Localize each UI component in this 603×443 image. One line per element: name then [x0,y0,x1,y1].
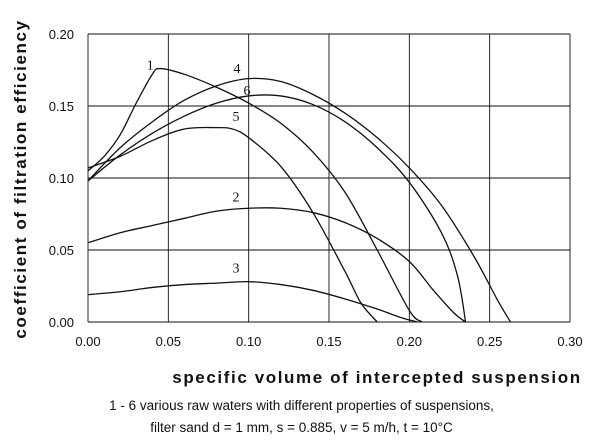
caption-line-2: filter sand d = 1 mm, s = 0.885, v = 5 m… [150,420,453,435]
y-tick-label: 0.05 [49,243,74,258]
data-series [87,67,512,323]
series-labels: 1 2 3 4 56 [147,58,251,276]
series-5-label: 5 [233,110,240,125]
series-1-line [87,67,423,323]
x-tick-labels: 0.00 0.05 0.10 0.15 0.20 0.25 0.30 [75,334,582,349]
caption-line-1: 1 - 6 various raw waters with different … [109,398,494,413]
series-2-line [87,207,466,323]
x-tick-label: 0.10 [236,334,261,349]
y-tick-label: 0.20 [49,27,74,42]
x-tick-label: 0.25 [477,334,502,349]
series-4-line [87,77,512,323]
y-tick-label: 0.15 [49,99,74,114]
x-tick-label: 0.30 [557,334,582,349]
series-5-line [87,126,378,323]
series-3-label: 3 [233,262,240,277]
x-tick-label: 0.15 [316,334,341,349]
series-4-label: 4 [234,62,241,77]
series-6-line [87,94,467,323]
y-axis-label: coefficient of filtration efficiency [11,19,30,338]
series-6-label: 6 [244,84,251,99]
x-axis-label: specific volume of intercepted suspensio… [172,368,581,387]
x-tick-label: 0.05 [156,334,181,349]
series-3-line [87,281,418,323]
y-tick-labels: 0.00 0.05 0.10 0.15 0.20 [49,27,74,330]
x-tick-label: 0.00 [75,334,100,349]
y-tick-label: 0.00 [49,315,74,330]
x-tick-label: 0.20 [397,334,422,349]
plot-grid [87,33,571,323]
y-tick-label: 0.10 [49,171,74,186]
series-1-label: 1 [147,58,154,73]
series-2-label: 2 [233,191,240,206]
